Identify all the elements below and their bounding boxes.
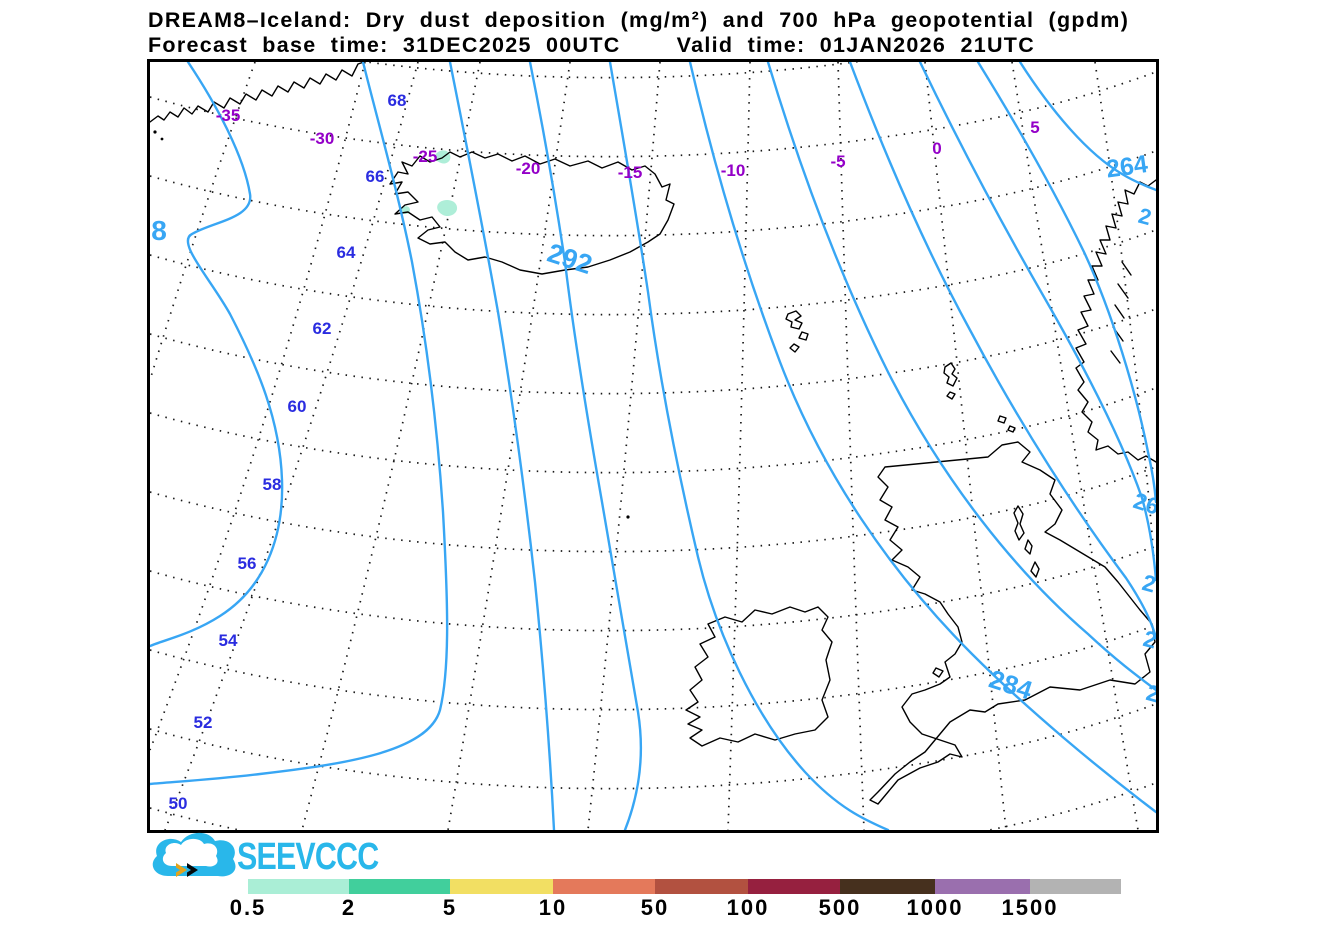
- colorbar-segment-10: [553, 879, 655, 894]
- latitude-label-60: 60: [288, 397, 307, 416]
- geopotential-label-8: 8: [151, 215, 167, 246]
- colorbar-tick-50: 50: [640, 895, 670, 920]
- latitude-label-52: 52: [194, 713, 213, 732]
- geopotential-label-2: 2: [1136, 203, 1154, 230]
- valid-time: Valid time: 01JAN2026 21UTC: [676, 33, 1036, 57]
- latitude-label-58: 58: [263, 475, 282, 494]
- latitude-label-62: 62: [313, 319, 332, 338]
- longitude-label-5: 5: [1030, 118, 1039, 137]
- cloud-logo-icon: [152, 832, 236, 877]
- longitude-label--5: -5: [830, 152, 845, 171]
- colorbar-tick-0.5: 0.5: [229, 895, 267, 920]
- seevccc-logo: SEEVCCC: [146, 830, 566, 886]
- geopotential-label-2: 2: [1140, 569, 1156, 597]
- longitude-label--35: -35: [216, 106, 241, 125]
- geopotential-label-264: 264: [1104, 150, 1149, 184]
- forecast-base-time: Forecast base time: 31DEC2025 00UTC: [148, 33, 621, 57]
- latitude-label-54: 54: [219, 631, 238, 650]
- coastline-great-britain: [869, 441, 1156, 805]
- weather-map: -35 -30 -25 -20 -15 -10 -5 0 5 68 66 64 62 60 58 56 54 52…: [150, 62, 1156, 830]
- longitude-label--25: -25: [413, 147, 438, 166]
- coastline-shetland: [943, 362, 958, 400]
- colorbar-segment-1000: [935, 879, 1030, 894]
- latitude-label-56: 56: [238, 554, 257, 573]
- map-frame: -35 -30 -25 -20 -15 -10 -5 0 5 68 66 64 62 60 58 56 54 52…: [147, 59, 1159, 833]
- coastline-orkney: [997, 415, 1016, 433]
- logo-text: SEEVCCC: [237, 836, 379, 878]
- coastline-greenland: [150, 62, 365, 123]
- colorbar-tick-1500: 1500: [1001, 895, 1059, 920]
- coastline-norway: [1075, 179, 1156, 463]
- latitude-label-66: 66: [366, 167, 385, 186]
- rockall-islet: [626, 515, 630, 519]
- colorbar-segment-100: [748, 879, 840, 894]
- colorbar-tick-2: 2: [341, 895, 357, 920]
- colorbar-tick-1000: 1000: [906, 895, 964, 920]
- geopotential-label-26: 26: [1130, 487, 1156, 520]
- coastline-ireland: [685, 606, 833, 747]
- norway-fjord-detail: [1110, 261, 1132, 364]
- colorbar-tick-10: 10: [538, 895, 568, 920]
- graticule-parallels: [150, 62, 1156, 830]
- longitude-label--15: -15: [618, 163, 643, 182]
- longitude-label-0: 0: [932, 139, 941, 158]
- geopotential-label-2: 2: [1141, 625, 1156, 653]
- colorbar-tick-100: 100: [726, 895, 770, 920]
- longitude-label--20: -20: [516, 159, 541, 178]
- coastline-faroes: [785, 310, 809, 353]
- colorbar-segment-1500: [1030, 879, 1121, 894]
- colorbar-segment-500: [840, 879, 935, 894]
- logo-chevron-icon: [187, 863, 198, 877]
- latitude-label-64: 64: [337, 243, 356, 262]
- colorbar-tick-500: 500: [818, 895, 862, 920]
- logo-chevron-icon: [176, 863, 187, 877]
- graticule-meridians: [150, 62, 1156, 830]
- geopotential-label-292: 292: [544, 238, 596, 280]
- map-labels: -35 -30 -25 -20 -15 -10 -5 0 5 68 66 64 62 60 58 56 54 52…: [151, 91, 1156, 813]
- colorbar-tick-5: 5: [442, 895, 458, 920]
- longitude-label--30: -30: [310, 129, 335, 148]
- coastline-hebrides: [1013, 505, 1040, 578]
- longitude-label--10: -10: [721, 161, 746, 180]
- greenland-islet: [160, 137, 164, 141]
- chart-title: DREAM8–Iceland: Dry dust deposition (mg/…: [148, 8, 1130, 32]
- colorbar-segment-50: [655, 879, 748, 894]
- greenland-islet: [153, 130, 157, 134]
- chart-subtitle: Forecast base time: 31DEC2025 00UTC Vali…: [148, 33, 1035, 58]
- latitude-label-50: 50: [169, 794, 188, 813]
- coastline-isle-of-man: [932, 667, 944, 678]
- geopotential-contours: [150, 62, 1156, 830]
- latitude-label-68: 68: [388, 91, 407, 110]
